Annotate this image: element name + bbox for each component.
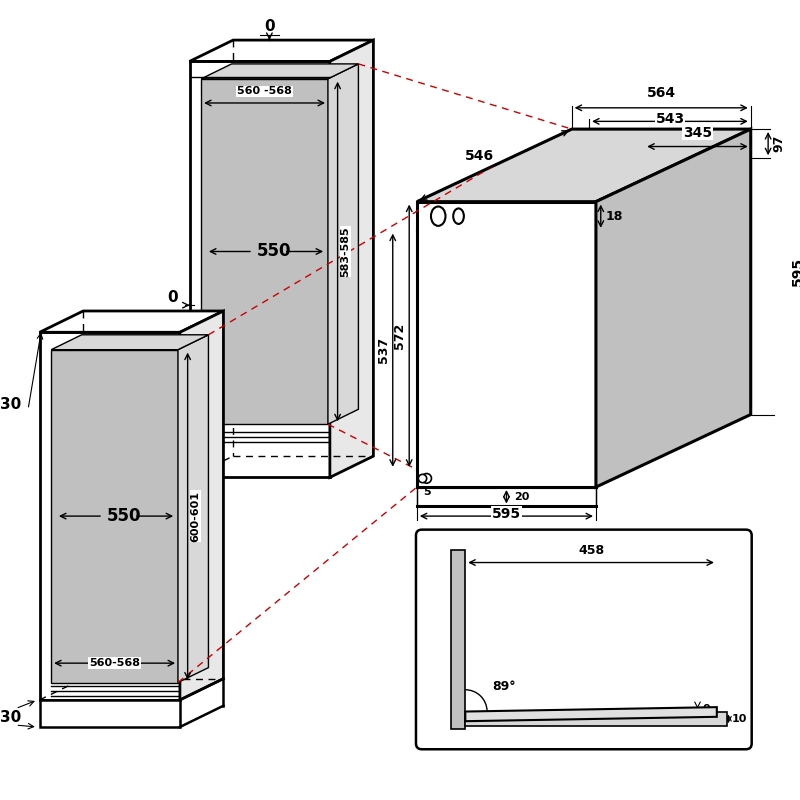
Text: 30: 30 [0, 710, 22, 725]
Polygon shape [330, 40, 374, 478]
Polygon shape [51, 350, 178, 682]
Polygon shape [201, 78, 328, 424]
Polygon shape [451, 550, 466, 729]
Text: 600-601: 600-601 [190, 490, 201, 542]
Text: 458: 458 [578, 544, 604, 557]
Polygon shape [40, 332, 180, 700]
Polygon shape [190, 62, 330, 478]
Polygon shape [466, 711, 726, 726]
Text: 10: 10 [731, 714, 746, 724]
Text: 595: 595 [492, 507, 521, 521]
Text: 5: 5 [423, 487, 430, 497]
Polygon shape [201, 64, 358, 78]
Text: 595: 595 [791, 258, 800, 286]
Text: 0: 0 [264, 19, 274, 34]
Ellipse shape [431, 206, 446, 226]
Text: 546: 546 [466, 149, 494, 162]
Text: 583-585: 583-585 [341, 226, 350, 277]
Polygon shape [178, 334, 209, 682]
Polygon shape [466, 707, 717, 722]
Polygon shape [40, 700, 180, 727]
Text: 543: 543 [655, 112, 685, 126]
Text: 0: 0 [702, 704, 710, 714]
Circle shape [422, 474, 431, 483]
Polygon shape [417, 202, 596, 487]
Text: 560 -568: 560 -568 [237, 86, 292, 96]
Ellipse shape [454, 209, 464, 224]
Text: 564: 564 [646, 86, 676, 100]
FancyBboxPatch shape [416, 530, 752, 750]
Text: 97: 97 [772, 135, 785, 152]
Text: 30: 30 [0, 398, 22, 412]
Text: 345: 345 [683, 126, 712, 140]
Text: 0: 0 [167, 290, 178, 305]
Text: 537: 537 [377, 337, 390, 363]
Text: 18: 18 [606, 210, 623, 222]
Polygon shape [417, 129, 750, 202]
Text: 89°: 89° [493, 680, 516, 694]
Text: 550: 550 [107, 507, 142, 525]
Text: 20: 20 [514, 492, 530, 502]
Polygon shape [40, 311, 223, 332]
Polygon shape [596, 129, 750, 487]
Text: 550: 550 [257, 242, 291, 261]
Text: 560-568: 560-568 [89, 658, 140, 668]
Text: 572: 572 [394, 322, 406, 349]
Polygon shape [190, 40, 374, 62]
Polygon shape [51, 334, 209, 350]
Polygon shape [328, 64, 358, 424]
Polygon shape [180, 311, 223, 700]
